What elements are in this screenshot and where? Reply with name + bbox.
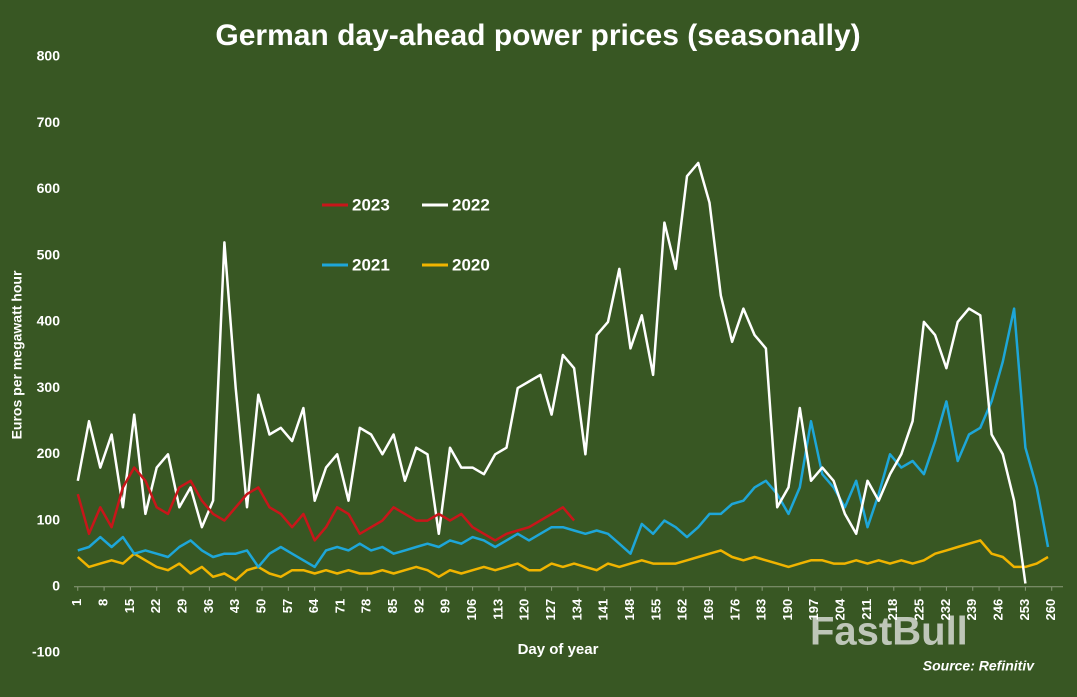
- watermark: FastBull: [810, 610, 968, 654]
- y-tick-label: 700: [37, 114, 61, 130]
- y-tick-label: 400: [37, 313, 61, 329]
- x-tick-label: 36: [201, 599, 216, 613]
- x-tick-label: 29: [174, 599, 189, 613]
- x-tick-label: 176: [727, 599, 742, 621]
- x-tick-label: 127: [543, 599, 558, 621]
- x-tick-label: 190: [780, 599, 795, 621]
- x-tick-label: 71: [332, 599, 347, 613]
- y-tick-label: 100: [37, 511, 61, 527]
- x-tick-label: 225: [912, 599, 927, 621]
- y-tick-label: 200: [37, 445, 61, 461]
- x-tick-label: 50: [253, 599, 268, 613]
- y-tick-label: 300: [37, 379, 61, 395]
- x-tick-label: 120: [517, 599, 532, 621]
- series-line: [76, 161, 1027, 584]
- legend-label: 2023: [352, 195, 390, 214]
- x-tick-label: 134: [569, 598, 584, 620]
- x-tick-label: 162: [675, 599, 690, 621]
- x-tick-label: 99: [438, 599, 453, 613]
- legend-label: 2021: [352, 255, 390, 274]
- y-tick-label: 600: [37, 180, 61, 196]
- x-tick-label: 15: [122, 599, 137, 613]
- x-axis-label: Day of year: [518, 641, 599, 658]
- series-line: [76, 466, 576, 542]
- x-tick-label: 78: [359, 599, 374, 613]
- x-tick-label: 92: [411, 599, 426, 613]
- x-tick-label: 155: [648, 599, 663, 621]
- source: Source: Refinitiv: [923, 658, 1035, 674]
- x-tick-label: 8: [96, 599, 111, 606]
- x-tick-label: 204: [833, 598, 848, 620]
- x-tick-label: 1: [69, 599, 84, 606]
- x-tick-label: 239: [964, 599, 979, 621]
- chart-title: German day-ahead power prices (seasonall…: [215, 19, 860, 52]
- x-tick-label: 148: [622, 599, 637, 621]
- x-tick-label: 113: [490, 599, 505, 620]
- series-line: [77, 307, 1050, 569]
- x-tick-label: 169: [701, 599, 716, 621]
- x-tick-label: 85: [385, 599, 400, 613]
- y-tick-label: 500: [37, 246, 61, 262]
- x-tick-label: 232: [938, 599, 953, 621]
- x-tick-label: 246: [991, 599, 1006, 621]
- y-tick-label: 800: [37, 48, 61, 64]
- x-tick-label: 64: [306, 598, 321, 613]
- series-line: [76, 539, 1049, 582]
- x-tick-label: 211: [859, 599, 874, 620]
- x-tick-label: 260: [1043, 599, 1058, 621]
- legend-label: 2022: [452, 195, 490, 214]
- x-tick-label: 22: [148, 599, 163, 613]
- legend-label: 2020: [452, 255, 490, 274]
- x-tick-label: 218: [885, 599, 900, 621]
- x-tick-label: 253: [1017, 599, 1032, 621]
- x-tick-label: 141: [596, 599, 611, 621]
- y-tick-label: -100: [32, 644, 60, 660]
- x-tick-label: 57: [280, 599, 295, 613]
- x-tick-label: 43: [227, 599, 242, 613]
- x-tick-label: 197: [806, 599, 821, 621]
- y-axis-label: Euros per megawatt hour: [9, 270, 25, 439]
- y-tick-label: 0: [52, 577, 60, 593]
- x-tick-label: 183: [754, 599, 769, 621]
- x-tick-label: 106: [464, 599, 479, 621]
